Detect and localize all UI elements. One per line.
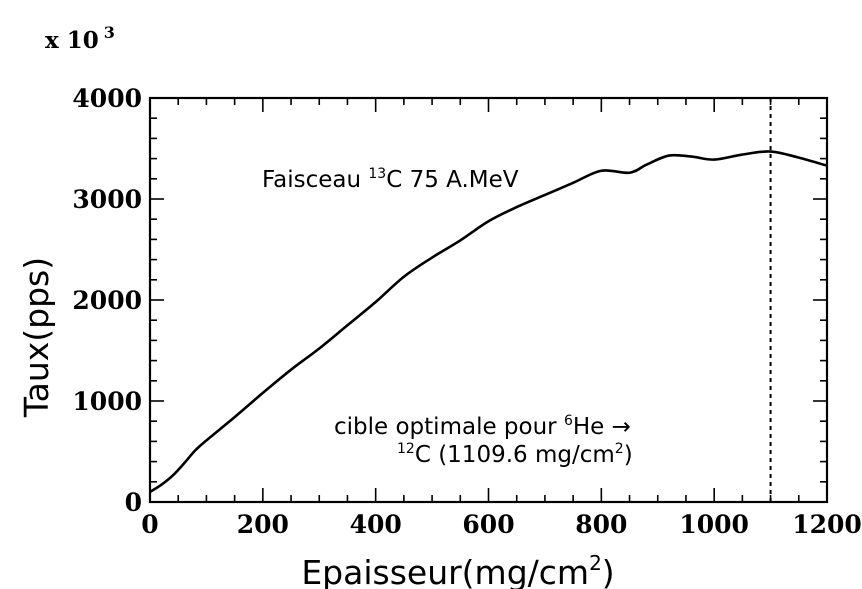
x-axis-ticks [149,98,828,502]
target-annotation-line1: cible optimale pour 6He → [334,413,631,440]
x-tick-label: 200 [237,510,289,539]
y-tick-label: 4000 [72,84,142,113]
y-scale-multiplier: x 10 3 [45,23,115,54]
y-tick-label: 3000 [72,185,142,214]
x-tick-label: 1000 [679,510,749,539]
beam-annotation: Faisceau 13C 75 A.MeV [262,166,519,193]
x-tick-labels: 0 200 400 600 800 1000 1200 [141,510,862,539]
x-tick-label: 800 [575,510,627,539]
y-tick-label: 1000 [72,387,142,416]
x-tick-label: 600 [462,510,514,539]
x-axis-title: Epaisseur(mg/cm2) [301,551,614,589]
y-tick-label: 0 [125,488,142,517]
y-tick-labels: 0 1000 2000 3000 4000 [72,84,142,517]
x-tick-label: 0 [141,510,158,539]
plot-frame [148,96,829,504]
x-tick-label: 1200 [792,510,862,539]
y-axis-title: Taux(pps) [17,257,56,418]
y-tick-label: 2000 [72,286,142,315]
x-tick-label: 400 [350,510,402,539]
series-line [149,150,828,494]
target-annotation-line2: 12C (1109.6 mg/cm2) [397,441,633,468]
